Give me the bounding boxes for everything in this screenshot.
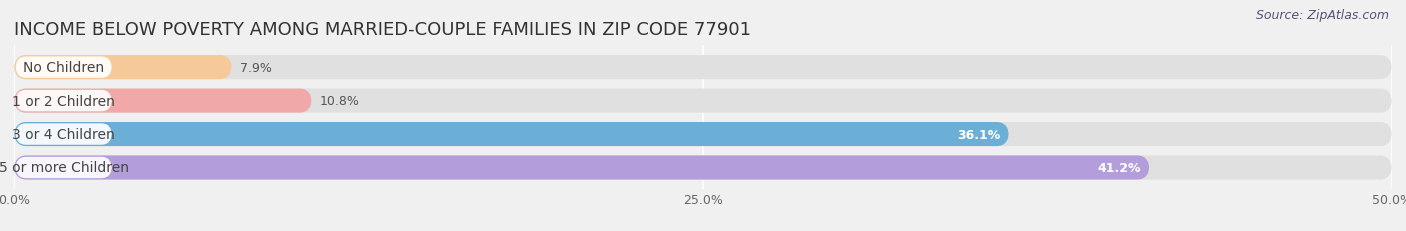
FancyBboxPatch shape (14, 156, 1150, 180)
FancyBboxPatch shape (14, 89, 1392, 113)
Text: 7.9%: 7.9% (240, 61, 271, 74)
FancyBboxPatch shape (14, 122, 1010, 146)
FancyBboxPatch shape (15, 124, 112, 145)
Text: 41.2%: 41.2% (1098, 161, 1142, 174)
FancyBboxPatch shape (14, 122, 1392, 146)
Text: 36.1%: 36.1% (957, 128, 1001, 141)
Text: INCOME BELOW POVERTY AMONG MARRIED-COUPLE FAMILIES IN ZIP CODE 77901: INCOME BELOW POVERTY AMONG MARRIED-COUPL… (14, 21, 751, 39)
FancyBboxPatch shape (15, 91, 112, 112)
Text: 1 or 2 Children: 1 or 2 Children (13, 94, 115, 108)
FancyBboxPatch shape (15, 57, 112, 79)
Text: 10.8%: 10.8% (321, 95, 360, 108)
FancyBboxPatch shape (15, 157, 112, 178)
Text: 5 or more Children: 5 or more Children (0, 161, 129, 175)
FancyBboxPatch shape (14, 56, 232, 80)
FancyBboxPatch shape (14, 156, 1392, 180)
Text: 3 or 4 Children: 3 or 4 Children (13, 128, 115, 141)
Text: No Children: No Children (22, 61, 104, 75)
FancyBboxPatch shape (14, 89, 312, 113)
Text: Source: ZipAtlas.com: Source: ZipAtlas.com (1256, 9, 1389, 22)
FancyBboxPatch shape (14, 56, 1392, 80)
